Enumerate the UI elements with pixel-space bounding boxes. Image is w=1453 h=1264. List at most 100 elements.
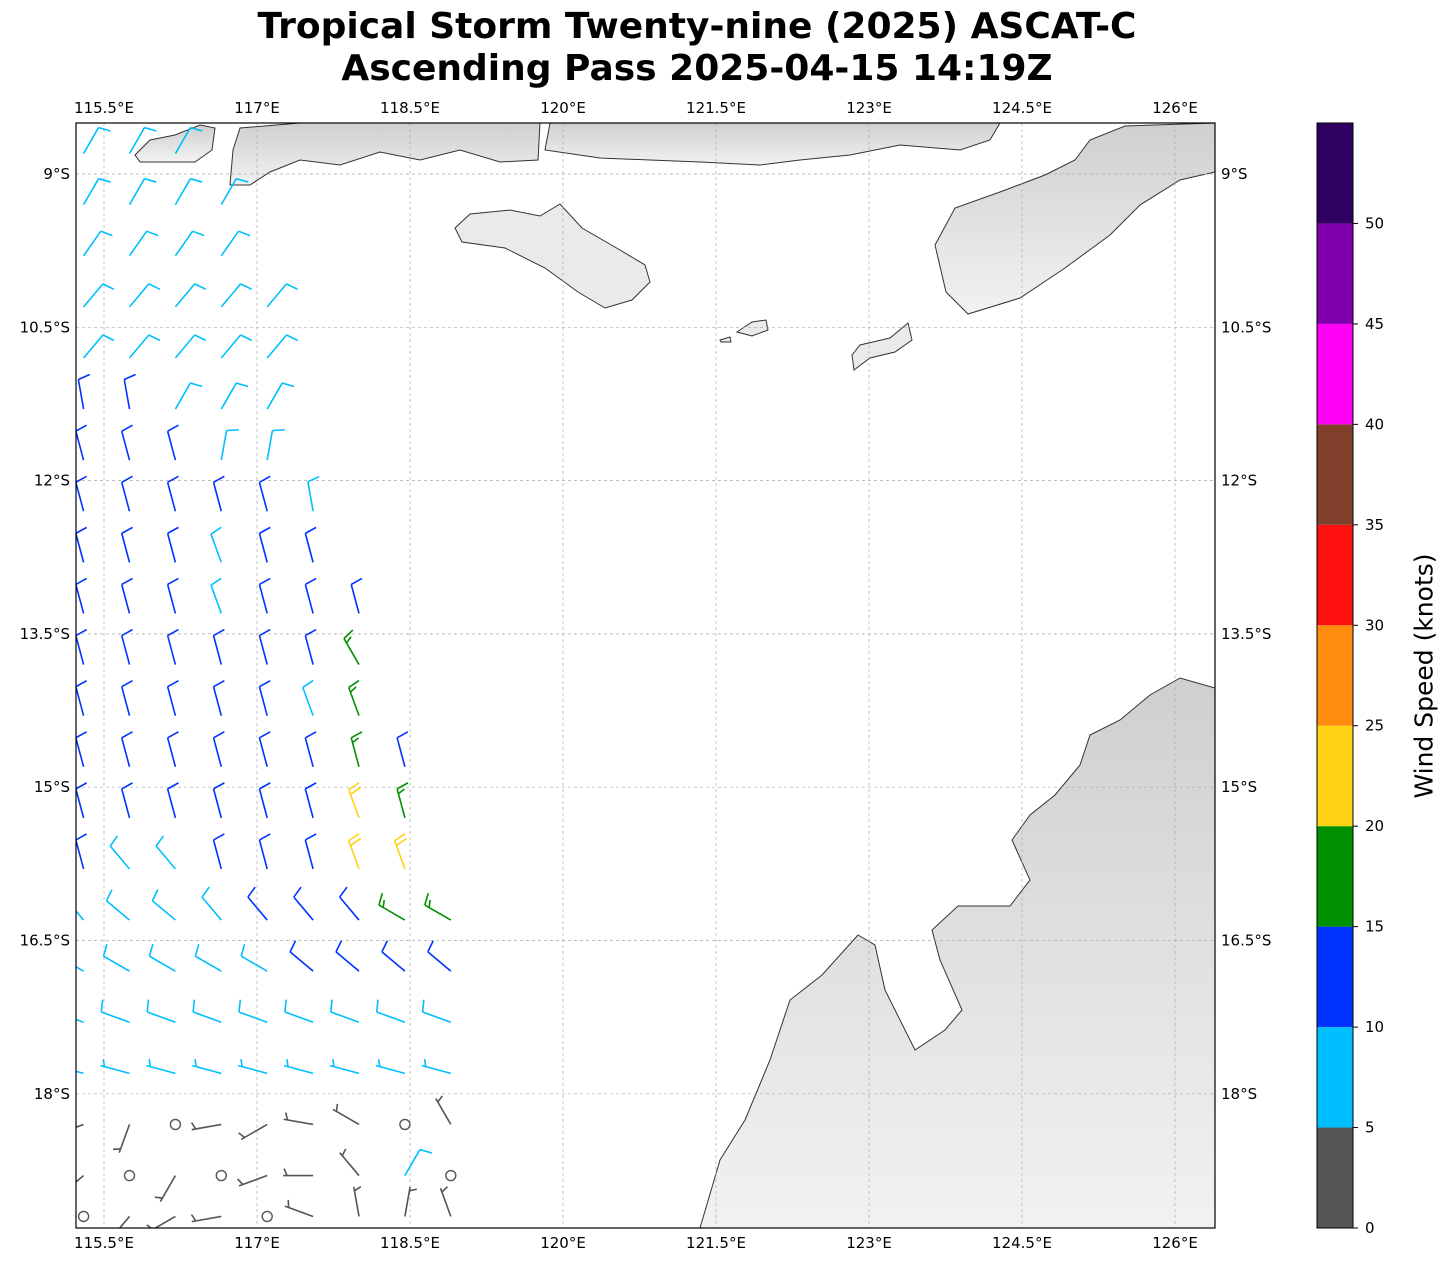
wind-barb xyxy=(258,526,271,563)
wind-barb xyxy=(120,526,133,563)
wind-barb xyxy=(100,999,130,1024)
wind-barb xyxy=(112,1124,131,1153)
wind-barb xyxy=(350,731,363,767)
wind-barb xyxy=(76,424,88,461)
wind-barb xyxy=(210,526,223,563)
colorbar-tick-label: 50 xyxy=(1365,214,1384,232)
wind-barb xyxy=(174,230,205,257)
wind-barb xyxy=(82,126,111,154)
wind-barb xyxy=(427,940,452,972)
wind-barb xyxy=(174,382,203,410)
land-small-island-1 xyxy=(851,322,913,371)
wind-barb xyxy=(307,475,320,512)
wind-barb xyxy=(120,679,133,716)
colorbar-tick-label: 45 xyxy=(1365,315,1384,333)
wind-barb xyxy=(350,577,363,614)
lat-tick-label-left: 10.5°S xyxy=(20,318,70,336)
wind-barb xyxy=(238,999,268,1024)
land-small-island-3 xyxy=(719,336,732,343)
title-line-2: Ascending Pass 2025-04-15 14:19Z xyxy=(341,48,1053,89)
wind-barb xyxy=(304,782,317,819)
wind-barb xyxy=(77,373,91,410)
title-line-1: Tropical Storm Twenty-nine (2025) ASCAT-… xyxy=(257,6,1137,47)
lat-tick-label-right: 12°S xyxy=(1221,472,1257,490)
colorbar-tick-label: 25 xyxy=(1365,717,1384,735)
wind-barb xyxy=(155,835,177,870)
wind-barb xyxy=(212,679,225,716)
wind-barb xyxy=(76,1174,85,1183)
wind-barb xyxy=(220,334,253,359)
colorbar-tick-label: 15 xyxy=(1365,918,1384,936)
wind-barb xyxy=(284,999,314,1024)
wind-barb xyxy=(169,1118,182,1131)
wind-barb xyxy=(339,886,360,921)
wind-barb xyxy=(404,1148,433,1176)
lat-tick-label-right: 10.5°S xyxy=(1221,318,1271,336)
wind-barb xyxy=(148,944,176,972)
wind-barb xyxy=(424,892,452,921)
lon-tick-label-bottom: 123°E xyxy=(846,1234,892,1252)
wind-barb xyxy=(76,475,88,512)
wind-barb xyxy=(304,577,317,614)
wind-barb xyxy=(123,1169,136,1182)
wind-barb xyxy=(396,731,409,767)
wind-barb xyxy=(166,526,179,563)
land-layer xyxy=(134,123,1215,1228)
wind-barb xyxy=(375,1058,406,1075)
wind-barb xyxy=(201,886,222,921)
wind-barb xyxy=(347,679,360,716)
wind-barb xyxy=(166,731,179,767)
wind-barb xyxy=(120,628,133,665)
wind-barb xyxy=(212,782,225,819)
wind-barb xyxy=(166,475,179,512)
lon-tick-label-bottom: 121.5°E xyxy=(686,1234,746,1252)
wind-barb xyxy=(166,424,179,461)
wind-barb xyxy=(120,475,133,512)
wind-barb xyxy=(76,679,88,716)
wind-barb xyxy=(210,577,223,614)
wind-barb xyxy=(266,428,285,461)
wind-barb xyxy=(174,177,203,206)
wind-barb xyxy=(82,177,111,206)
lon-tick-label-top: 126°E xyxy=(1152,99,1198,117)
wind-barb xyxy=(258,731,271,767)
wind-barb xyxy=(284,1199,314,1218)
wind-barb xyxy=(76,577,88,614)
wind-barb xyxy=(220,382,249,410)
wind-barb xyxy=(120,782,133,819)
wind-barb xyxy=(445,1169,457,1182)
wind-barb xyxy=(421,1058,452,1075)
wind-barb xyxy=(76,909,85,921)
colorbar-tick-label: 5 xyxy=(1365,1119,1375,1137)
wind-barb xyxy=(247,886,268,921)
colorbar-tick-label: 0 xyxy=(1365,1219,1375,1237)
wind-barb xyxy=(154,1175,177,1202)
wind-barb xyxy=(220,230,251,257)
wind-barb xyxy=(353,1185,362,1217)
wind-barb xyxy=(82,283,115,308)
wind-barb xyxy=(100,1058,130,1075)
wind-barb xyxy=(378,892,406,921)
wind-barb xyxy=(335,940,360,972)
wind-barb xyxy=(238,1123,268,1141)
wind-barb xyxy=(76,1070,84,1075)
colorbar-bin xyxy=(1317,826,1353,927)
wind-barb xyxy=(166,679,179,716)
lat-tick-label-right: 15°S xyxy=(1221,778,1257,796)
wind-barb xyxy=(151,889,176,921)
wind-barb xyxy=(146,1058,176,1075)
wind-barb xyxy=(174,283,207,308)
colorbar-tick-label: 35 xyxy=(1365,516,1384,534)
wind-barb xyxy=(304,628,317,665)
wind-barb xyxy=(266,283,298,308)
wind-barb xyxy=(258,679,271,716)
wind-barb xyxy=(166,628,179,665)
wind-barb xyxy=(212,628,225,665)
lon-tick-label-bottom: 115.5°E xyxy=(74,1234,134,1252)
wind-barb xyxy=(283,1112,314,1126)
wind-barb xyxy=(76,628,88,665)
colorbar-bin xyxy=(1317,424,1353,525)
wind-barb xyxy=(404,1186,418,1217)
wind-barb xyxy=(102,944,130,972)
lat-tick-label-right: 18°S xyxy=(1221,1085,1257,1103)
